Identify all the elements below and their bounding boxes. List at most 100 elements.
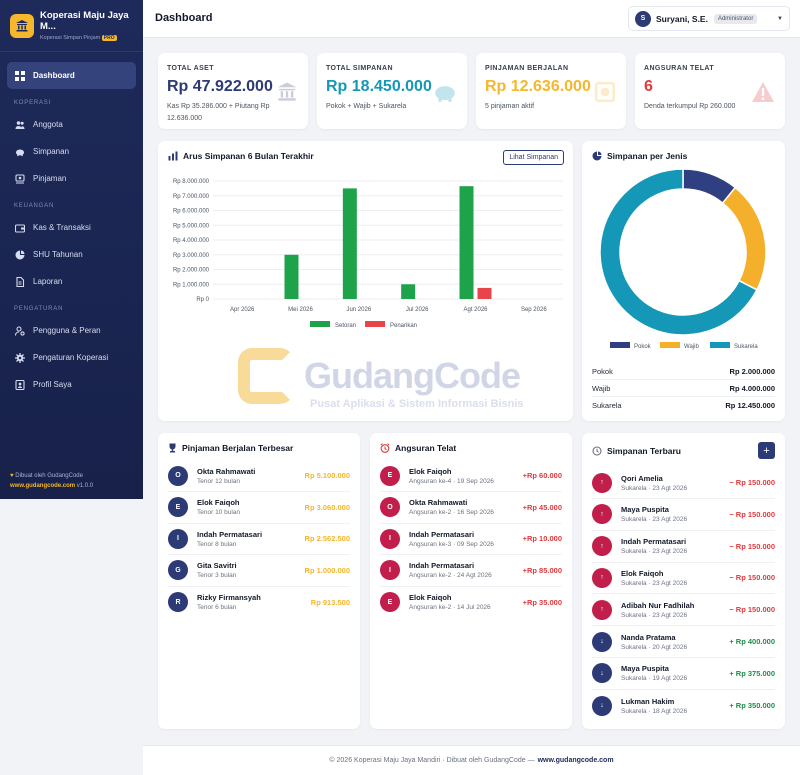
stat-value: 6 [644, 78, 653, 95]
stat-sub: Denda terkumpul Rp 260.000 [644, 103, 736, 110]
late-installments-card: Angsuran Telat E Elok Faiqoh Angsuran ke-4… [370, 433, 572, 729]
brand[interactable]: Koperasi Maju Jaya M... Koperasi Simpan … [0, 0, 143, 52]
stat-value: Rp 18.450.000 [326, 78, 432, 95]
bar-chart-icon [168, 151, 178, 161]
x-tick-label: Apr 2026 [230, 307, 255, 313]
y-tick-label: Rp 3.000.000 [173, 253, 210, 259]
nav-label: Anggota [33, 120, 63, 129]
watermark-subtitle: Pusat Aplikasi & Sistem Informasi Bisnis [310, 398, 524, 410]
money-hand-icon [15, 173, 25, 184]
alarm-clock-icon [380, 443, 390, 453]
nav-section-pengaturan: PENGATURAN [14, 306, 64, 312]
nav-label: Dashboard [33, 71, 75, 80]
loan-row[interactable]: G Gita Savitri Tenor 3 bulan Rp 1.000.000 [168, 555, 350, 587]
sidebar-footer-link[interactable]: www.gudangcode.com [10, 483, 76, 489]
avatar: O [380, 497, 400, 517]
piggy-bank-icon [15, 147, 25, 157]
y-tick-label: Rp 4.000.000 [173, 238, 210, 244]
watermark: GudangCode Pusat Aplikasi & Sistem Infor… [238, 348, 524, 410]
footer-link[interactable]: www.gudangcode.com [537, 757, 614, 764]
row-name: Qori Amelia [621, 473, 663, 483]
row-text: Indah Permatasari Sukarela · 23 Agt 2026 [621, 537, 687, 555]
nav-dashboard[interactable]: Dashboard [7, 62, 136, 89]
nav-laporan[interactable]: Laporan [7, 268, 136, 295]
row-name: Rizky Firmansyah [197, 593, 261, 602]
footer-text: © 2026 Koperasi Maju Jaya Mandiri · Dibu… [329, 757, 535, 764]
row-name: Nanda Pratama [621, 632, 676, 642]
nav-label: Profil Saya [33, 380, 72, 389]
row-subtitle: Sukarela · 23 Agt 2026 [621, 516, 688, 524]
view-savings-button[interactable]: Lihat Simpanan [503, 150, 564, 165]
nav-label: Pinjaman [33, 174, 67, 183]
user-gear-icon [15, 325, 25, 336]
row-subtitle: Angsuran ke-2 · 14 Jul 2026 [409, 604, 491, 611]
page-title: Dashboard [155, 12, 213, 24]
card-title: Pinjaman Berjalan Terbesar [168, 443, 293, 453]
nav-simpanan[interactable]: Simpanan [7, 138, 136, 165]
late-installment-row[interactable]: O Okta Rahmawati Angsuran ke-2 · 16 Sep 20… [380, 492, 562, 524]
dashboard-icon [15, 70, 25, 81]
document-icon [15, 276, 25, 287]
row-text: Elok Faiqoh Angsuran ke-2 · 14 Jul 2026 [409, 593, 491, 611]
avatar: E [168, 497, 188, 517]
row-text: Elok Faiqoh Tenor 10 bulan [197, 498, 240, 516]
legend-swatch [660, 342, 680, 348]
row-text: Okta Rahmawati Tenor 12 bulan [197, 467, 255, 485]
row-subtitle: Sukarela · 19 Agt 2026 [621, 675, 688, 683]
footer: © 2026 Koperasi Maju Jaya Mandiri · Dibu… [143, 745, 800, 775]
row-name: Indah Permatasari [409, 529, 475, 539]
nav-kas[interactable]: Kas & Transaksi [7, 214, 136, 241]
user-name: Suryani, S.E. [656, 13, 708, 24]
avatar: G [168, 560, 188, 580]
late-installment-row[interactable]: E Elok Faiqoh Angsuran ke-4 · 19 Sep 2026 +… [380, 460, 562, 492]
nav-shu[interactable]: SHU Tahunan [7, 241, 136, 268]
saving-row[interactable]: ↑ Qori Amelia Sukarela · 23 Agt 2026 − Rp 1… [592, 467, 775, 499]
row-text: Nanda Pratama Sukarela · 20 Agt 2026 [621, 633, 687, 651]
row-amount: +Rp 85.000 [522, 565, 562, 575]
saving-row[interactable]: ↓ Lukman Hakim Sukarela · 18 Agt 2026 + Rp … [592, 690, 775, 722]
row-name: Gita Savitri [197, 561, 237, 570]
legend-swatch [365, 321, 385, 327]
saving-row[interactable]: ↑ Adibah Nur Fadhilah Sukarela · 23 Agt 20… [592, 594, 775, 627]
saving-row[interactable]: ↓ Nanda Pratama Sukarela · 20 Agt 2026 + Rp… [592, 626, 775, 658]
late-installment-row[interactable]: I Indah Permatasari Angsuran ke-3 · 09 Sep… [380, 523, 562, 555]
saving-row[interactable]: ↓ Maya Puspita Sukarela · 19 Agt 2026 + Rp … [592, 658, 775, 690]
y-tick-label: Rp 8.000.000 [173, 179, 210, 185]
y-tick-label: Rp 7.000.000 [173, 194, 210, 200]
loan-row[interactable]: E Elok Faiqoh Tenor 10 bulan Rp 3.060.000 [168, 492, 350, 524]
late-installment-row[interactable]: I Indah Permatasari Angsuran ke-2 · 24 Agt… [380, 555, 562, 587]
nav-pengguna[interactable]: Pengguna & Peran [7, 317, 136, 344]
row-name: Okta Rahmawati [409, 498, 468, 507]
nav-profil[interactable]: Profil Saya [7, 371, 136, 398]
row-name: Elok Faiqoh [621, 568, 664, 578]
y-tick-label: Rp 0 [196, 297, 209, 303]
row-subtitle: Angsuran ke-2 · 16 Sep 2026 [409, 509, 494, 516]
loan-row[interactable]: R Rizky Firmansyah Tenor 6 bulan Rp 913.500 [168, 586, 350, 618]
heart-icon: ♥ [10, 473, 14, 479]
y-tick-label: Rp 6.000.000 [173, 209, 210, 215]
row-text: Indah Permatasari Tenor 8 bulan [197, 530, 262, 548]
add-saving-button[interactable]: + [758, 442, 775, 459]
legend-swatch [610, 342, 630, 348]
user-menu[interactable]: S Suryani, S.E. Administrator ▼ [628, 6, 790, 31]
nav-pengaturan[interactable]: Pengaturan Koperasi [7, 344, 136, 371]
avatar: O [168, 465, 188, 486]
loan-row[interactable]: I Indah Permatasari Tenor 8 bulan Rp 2.562.… [168, 523, 350, 555]
late-installment-row[interactable]: E Elok Faiqoh Angsuran ke-2 · 14 Jul 2026 +… [380, 586, 562, 618]
trophy-icon [168, 443, 177, 453]
nav-label: Kas & Transaksi [33, 223, 91, 232]
y-tick-label: Rp 1.000.000 [173, 282, 210, 288]
row-subtitle: Sukarela · 23 Agt 2026 [621, 579, 688, 587]
y-tick-label: Rp 2.000.000 [173, 268, 210, 274]
nav-label: Pengguna & Peran [33, 326, 101, 335]
loan-row[interactable]: O Okta Rahmawati Tenor 12 bulan Rp 5.100.00… [168, 460, 350, 492]
saving-row[interactable]: ↑ Elok Faiqoh Sukarela · 23 Agt 2026 − Rp 1… [592, 562, 775, 595]
nav-pinjaman[interactable]: Pinjaman [7, 165, 136, 192]
saving-row[interactable]: ↑ Maya Puspita Sukarela · 23 Agt 2026 − Rp … [592, 499, 775, 531]
nav-anggota[interactable]: Anggota [7, 111, 136, 138]
row-name: Lukman Hakim [621, 696, 675, 706]
stat-sub: Kas Rp 35.286.000 + Piutang Rp 12.636.00… [167, 103, 270, 122]
row-name: Elok Faiqoh [197, 498, 240, 507]
saving-row[interactable]: ↑ Indah Permatasari Sukarela · 23 Agt 2026… [592, 531, 775, 563]
stat-label: TOTAL SIMPANAN [326, 65, 393, 72]
